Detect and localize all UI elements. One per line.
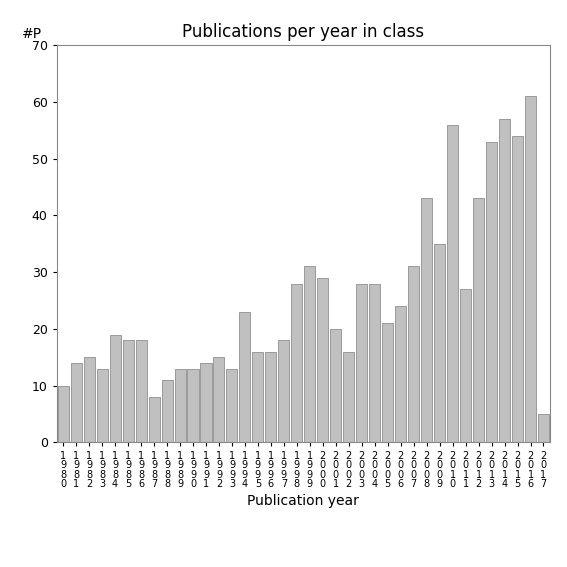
Bar [421, 198, 432, 442]
Bar [499, 119, 510, 442]
Bar [201, 363, 211, 442]
Bar [291, 284, 302, 442]
Bar [136, 340, 147, 442]
Bar [356, 284, 367, 442]
Bar [304, 266, 315, 442]
Bar [395, 306, 406, 442]
Bar [318, 278, 328, 442]
Bar [278, 340, 289, 442]
Bar [382, 323, 393, 442]
Bar [84, 357, 95, 442]
Bar [175, 369, 185, 442]
Title: Publications per year in class: Publications per year in class [182, 23, 425, 41]
Bar [188, 369, 198, 442]
X-axis label: Publication year: Publication year [247, 494, 359, 509]
Bar [71, 363, 82, 442]
Bar [460, 289, 471, 442]
Bar [226, 369, 238, 442]
Bar [343, 352, 354, 442]
Bar [512, 136, 523, 442]
Bar [265, 352, 276, 442]
Bar [109, 335, 121, 442]
Bar [162, 380, 172, 442]
Bar [213, 357, 225, 442]
Bar [331, 329, 341, 442]
Bar [58, 386, 69, 442]
Bar [122, 340, 134, 442]
Bar [473, 198, 484, 442]
Text: #P: #P [22, 27, 43, 41]
Bar [538, 414, 549, 442]
Bar [447, 125, 458, 442]
Bar [434, 244, 445, 442]
Bar [486, 142, 497, 442]
Bar [239, 312, 251, 442]
Bar [149, 397, 159, 442]
Bar [252, 352, 264, 442]
Bar [408, 266, 419, 442]
Bar [96, 369, 108, 442]
Bar [369, 284, 380, 442]
Bar [525, 96, 536, 442]
